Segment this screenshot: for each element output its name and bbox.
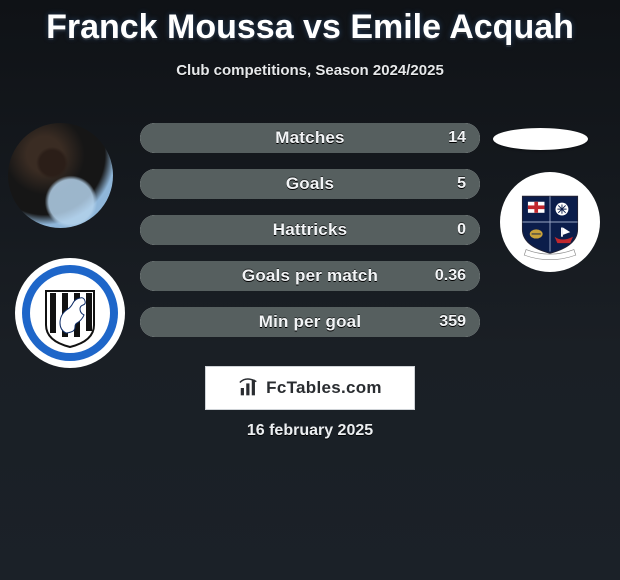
subtitle: Club competitions, Season 2024/2025: [0, 62, 620, 79]
barrow-crest-icon: [504, 176, 596, 268]
player-photo-left: [8, 123, 113, 228]
bar-chart-icon: [238, 377, 260, 399]
right-oval: [493, 128, 588, 150]
stat-row-goals-per-match: Goals per match 0.36: [140, 261, 480, 291]
bar-fill: [140, 261, 480, 291]
fctables-logo-text: FcTables.com: [266, 378, 382, 398]
club-badge-right: [500, 172, 600, 272]
stat-row-hattricks: Hattricks 0: [140, 215, 480, 245]
date-text: 16 february 2025: [0, 422, 620, 440]
bar-fill: [140, 123, 480, 153]
bar-fill: [140, 215, 480, 245]
fctables-logo-plate: FcTables.com: [205, 366, 415, 410]
bar-fill: [140, 307, 480, 337]
stat-row-goals: Goals 5: [140, 169, 480, 199]
club-badge-left: [15, 258, 125, 368]
gillingham-crest-icon: [20, 263, 120, 363]
stats-bars: Matches 14 Goals 5 Hattricks 0 Goals per…: [140, 123, 480, 353]
page-title: Franck Moussa vs Emile Acquah: [0, 8, 620, 47]
bar-fill: [140, 169, 480, 199]
stat-row-min-per-goal: Min per goal 359: [140, 307, 480, 337]
stat-row-matches: Matches 14: [140, 123, 480, 153]
